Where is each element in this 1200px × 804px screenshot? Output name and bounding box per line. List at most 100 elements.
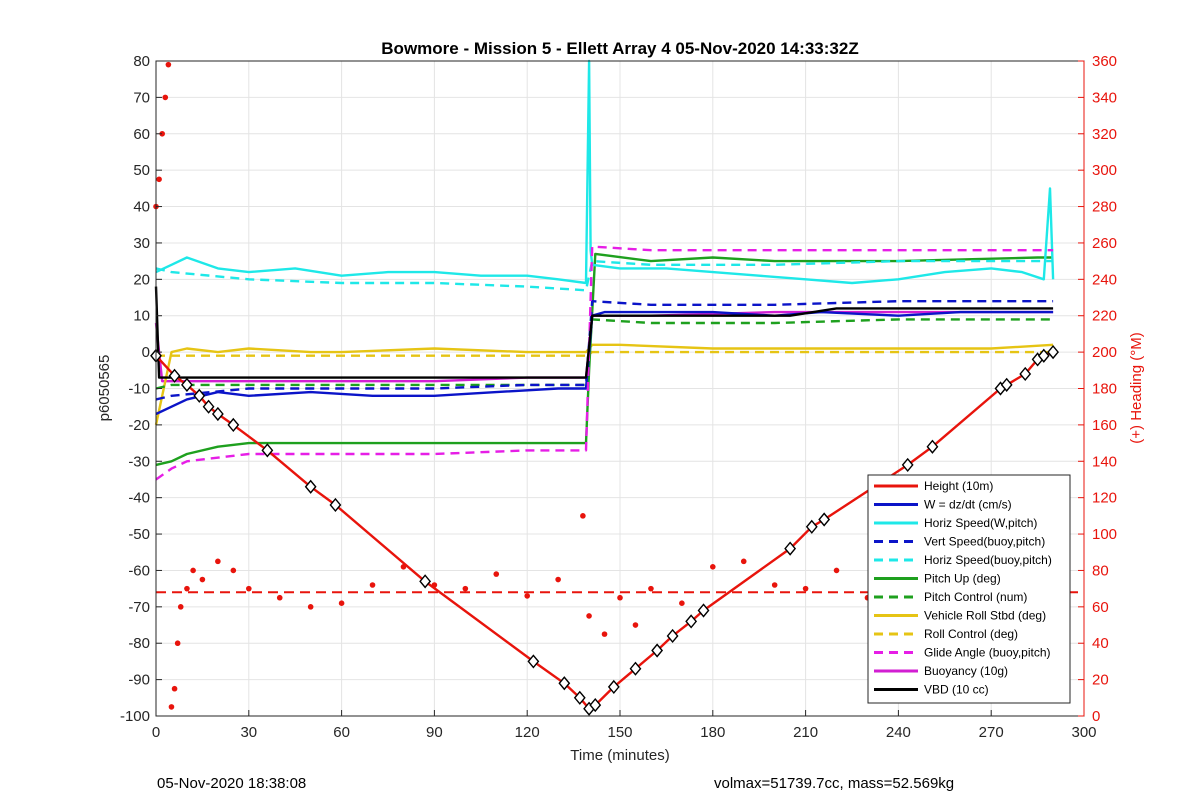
- height-marker: [168, 368, 181, 383]
- heading-point: [307, 604, 314, 610]
- y-tick-label-right: 0: [1092, 708, 1100, 725]
- heading-point: [493, 571, 500, 577]
- height-marker: [607, 679, 620, 694]
- x-tick-label: 90: [426, 724, 443, 741]
- heading-point: [246, 585, 252, 592]
- y-tick-label-right: 240: [1092, 271, 1117, 288]
- x-tick-label: 60: [333, 724, 350, 741]
- heading-point: [632, 622, 639, 628]
- heading-point: [215, 558, 221, 565]
- y-tick-label-left: -10: [128, 381, 150, 398]
- y-tick-label-left: -20: [128, 417, 150, 434]
- ticks: 0 30 60 90 120 150 180 210 240 270 300807060504030…: [120, 53, 1117, 741]
- legend-label: Glide Angle (buoy,pitch): [924, 646, 1051, 660]
- height-marker: [419, 574, 432, 589]
- series-line-3: [155, 300, 1054, 401]
- heading-point: [174, 640, 181, 647]
- series-line-2: [155, 59, 1055, 285]
- legend-label: Vehicle Roll Stbd (deg): [924, 609, 1046, 623]
- series-line-8: [156, 350, 1054, 357]
- height-marker: [329, 497, 342, 513]
- legend-label: VBD (10 cc): [924, 683, 989, 697]
- y-tick-label-right: 280: [1092, 199, 1117, 216]
- heading-point: [184, 585, 190, 592]
- y-tick-label-left: 10: [133, 308, 150, 325]
- legend-label: Pitch Control (num): [924, 590, 1027, 604]
- x-tick-label: 0: [152, 724, 160, 741]
- height-marker: [193, 388, 206, 403]
- y-tick-label-left: 70: [133, 89, 150, 106]
- heading-point: [586, 613, 592, 619]
- height-marker: [901, 457, 914, 473]
- heading-point: [740, 558, 747, 565]
- x-axis-label: Time (minutes): [570, 747, 669, 764]
- height-marker: [926, 439, 939, 454]
- x-tick-label: 120: [515, 724, 540, 741]
- series-line-6: [155, 318, 1054, 390]
- series-line-4: [155, 259, 1054, 292]
- height-marker: [227, 417, 240, 432]
- x-tick-label: 240: [886, 724, 911, 741]
- heading-point: [580, 513, 586, 519]
- height-marker: [784, 541, 797, 556]
- height-marker: [1019, 366, 1032, 382]
- height-marker: [818, 512, 831, 527]
- y-tick-label-right: 160: [1092, 417, 1117, 434]
- height-marker: [304, 479, 317, 494]
- y-tick-label-right: 200: [1092, 344, 1117, 361]
- y-tick-label-right: 320: [1092, 126, 1117, 143]
- height-marker: [589, 697, 602, 713]
- heading-point: [156, 176, 162, 183]
- y-tick-label-right: 80: [1092, 562, 1109, 579]
- heading-point: [400, 564, 407, 570]
- y-tick-label-right: 220: [1092, 308, 1117, 325]
- x-tick-label: 270: [979, 724, 1004, 741]
- heading-point: [771, 582, 778, 588]
- heading-point: [168, 704, 175, 710]
- y-tick-label-right: 20: [1092, 672, 1109, 689]
- heading-point: [159, 130, 165, 137]
- heading-point: [462, 585, 469, 592]
- chart-title: Bowmore - Mission 5 - Ellett Array 4 05-…: [381, 39, 858, 58]
- series-line-5: [155, 252, 1054, 467]
- height-marker: [261, 443, 274, 458]
- y-tick-label-left: 40: [133, 199, 150, 216]
- heading-point: [431, 582, 438, 588]
- y-tick-label-left: 50: [133, 162, 150, 179]
- height-marker: [573, 690, 586, 705]
- y-tick-label-left: 80: [133, 53, 150, 70]
- height-marker: [1037, 348, 1050, 363]
- legend-label: Horiz Speed(W,pitch): [924, 516, 1037, 530]
- legend: Height (10m) W = dz/dt (cm/s) Horiz Speed(…: [867, 474, 1071, 704]
- x-tick-label: 150: [607, 724, 632, 741]
- heading-point: [524, 593, 530, 599]
- x-tick-label: 210: [793, 724, 818, 741]
- footer-timestamp: 05-Nov-2020 18:38:08: [157, 775, 306, 792]
- height-marker: [629, 661, 642, 676]
- y-tick-label-left: -80: [128, 635, 150, 652]
- y-tick-label-left: -70: [128, 599, 150, 616]
- height-marker: [697, 603, 710, 618]
- y-tick-label-right: 300: [1092, 162, 1117, 179]
- heading-point: [679, 600, 685, 606]
- y-tick-label-left: 20: [133, 271, 150, 288]
- y-tick-label-left: 0: [142, 344, 150, 361]
- height-marker: [666, 628, 679, 644]
- series-layer: [150, 59, 1059, 716]
- legend-box: [867, 474, 1071, 704]
- heading-point: [833, 567, 840, 574]
- y-tick-label-right: 360: [1092, 53, 1117, 70]
- heading-point: [190, 567, 196, 574]
- y-tick-label-right: 180: [1092, 381, 1117, 398]
- legend-label: W = dz/dt (cm/s): [924, 498, 1012, 512]
- y-tick-label-left: -60: [128, 562, 150, 579]
- height-marker: [202, 399, 215, 414]
- heading-point: [338, 600, 345, 606]
- heading-point: [648, 585, 654, 592]
- y-axis-label-right: (+) Heading (°M): [1128, 332, 1145, 443]
- heading-point: [710, 564, 716, 570]
- legend-label: Roll Control (deg): [924, 627, 1018, 641]
- heading-point: [199, 576, 206, 583]
- series-line-9: [155, 245, 1054, 481]
